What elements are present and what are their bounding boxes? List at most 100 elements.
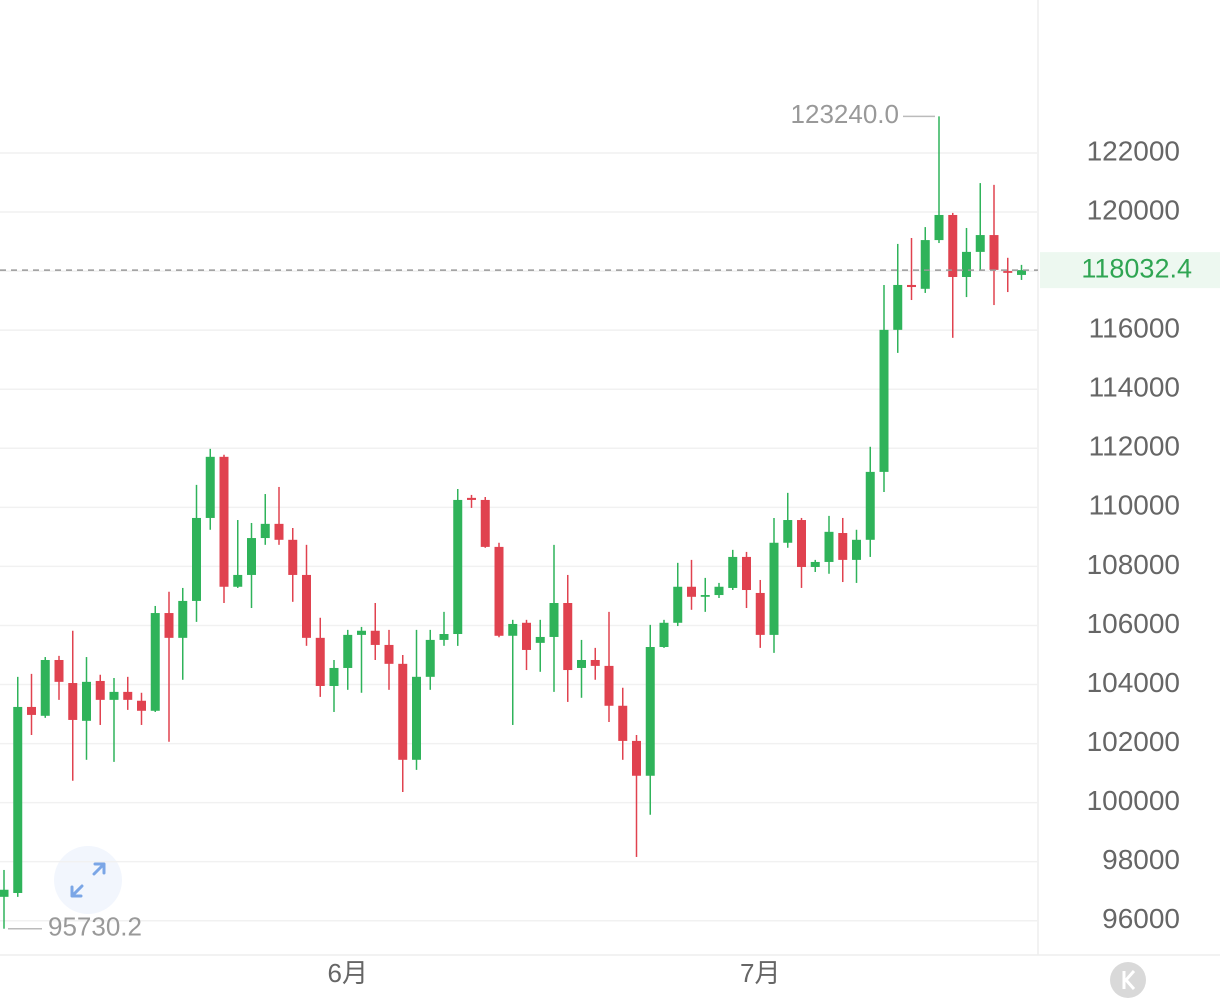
candle-body — [233, 574, 243, 587]
x-tick-label: 7月 — [740, 958, 780, 988]
candle-body — [315, 637, 325, 686]
expand-button-bg[interactable] — [54, 846, 122, 914]
y-tick-label: 110000 — [1089, 490, 1180, 521]
candle-body — [907, 284, 916, 288]
candle-body — [728, 556, 738, 588]
last-price-box — [1040, 252, 1220, 289]
candle-body — [714, 586, 724, 596]
y-tick-label: 102000 — [1087, 726, 1180, 757]
candle-body — [893, 284, 903, 330]
candle-body — [797, 520, 806, 567]
candle-body — [95, 680, 105, 700]
candle-body — [398, 663, 408, 760]
y-tick-label: 100000 — [1087, 785, 1180, 816]
candle-body — [962, 251, 971, 277]
candle-body — [260, 523, 270, 539]
candle-body — [989, 235, 999, 270]
candle-body — [879, 329, 889, 472]
x-tick-label: 6月 — [328, 958, 368, 988]
candle-body — [659, 622, 669, 648]
candle-body — [27, 706, 36, 715]
candle-body — [920, 240, 930, 289]
candle-body — [384, 644, 394, 664]
candle-body — [82, 681, 91, 721]
collapse-icon[interactable] — [1122, 970, 1136, 990]
y-tick-label: 96000 — [1102, 903, 1180, 934]
candle-body — [1003, 271, 1013, 273]
candle-body — [975, 235, 985, 252]
y-tick-label: 104000 — [1087, 667, 1180, 698]
candle-body — [865, 471, 875, 540]
candle-body — [0, 889, 9, 897]
candle-body — [219, 456, 229, 587]
collapse-button[interactable] — [1110, 962, 1146, 998]
candle-body — [535, 636, 545, 643]
candle-body — [164, 613, 174, 638]
y-tick-label: 122000 — [1087, 135, 1180, 166]
candle-body — [549, 603, 559, 637]
candle-body — [370, 630, 380, 645]
candle-body — [838, 533, 848, 560]
y-tick-label: 112000 — [1089, 431, 1180, 462]
candle-body — [563, 603, 573, 671]
candle-body — [852, 539, 861, 560]
candle-body — [274, 523, 284, 540]
candle-body — [577, 659, 586, 668]
candle-body — [769, 542, 779, 635]
expand-icon[interactable] — [70, 862, 106, 898]
candle-body — [150, 613, 160, 711]
y-tick-label: 108000 — [1087, 549, 1180, 580]
candle-body — [604, 665, 614, 706]
candle-body — [439, 634, 449, 640]
annotation-label: 95730.2 — [48, 912, 142, 942]
candle-body — [357, 630, 366, 635]
candle-body — [742, 556, 751, 591]
candle-body — [687, 586, 696, 597]
y-tick-label: 116000 — [1089, 313, 1180, 344]
y-tick-label: 114000 — [1089, 372, 1180, 403]
candle-body — [329, 667, 339, 686]
candle-body — [673, 586, 683, 623]
candle-body — [425, 639, 435, 677]
candle-body — [810, 561, 820, 567]
candle-body — [247, 538, 256, 575]
candle-body — [343, 634, 353, 668]
annotation-label: 123240.0 — [791, 99, 899, 129]
candle-body — [508, 623, 518, 636]
candle-body — [632, 740, 641, 776]
candle-body — [934, 214, 944, 241]
candle-body — [467, 497, 476, 500]
candle-body — [783, 520, 793, 543]
candle-body — [13, 706, 23, 893]
candle-body — [192, 517, 201, 601]
candle-body — [948, 214, 958, 277]
candle-body — [109, 691, 119, 700]
candle-body — [618, 705, 628, 741]
candle-body — [205, 456, 215, 518]
candle-body — [645, 647, 655, 776]
y-tick-label: 120000 — [1087, 194, 1180, 225]
candle-body — [453, 499, 463, 635]
candle-body — [178, 600, 188, 638]
candle-body — [494, 546, 504, 636]
candle-body — [288, 539, 298, 575]
candle-body — [123, 691, 133, 700]
y-tick-label: 98000 — [1102, 844, 1180, 875]
candle-body — [302, 574, 311, 638]
candle-body — [480, 499, 490, 547]
candle-body — [412, 676, 421, 760]
candle-body — [1017, 270, 1026, 275]
candle-body — [40, 659, 50, 716]
expand-button[interactable] — [54, 846, 122, 914]
candle-body — [824, 531, 834, 562]
last-price-label: 118032.4 — [1081, 253, 1192, 283]
candle-body — [68, 683, 78, 720]
y-tick-label: 106000 — [1087, 608, 1180, 639]
candle-body — [590, 659, 600, 666]
candle-body — [755, 592, 765, 635]
candle-body — [700, 595, 710, 597]
candle-body — [54, 659, 64, 682]
